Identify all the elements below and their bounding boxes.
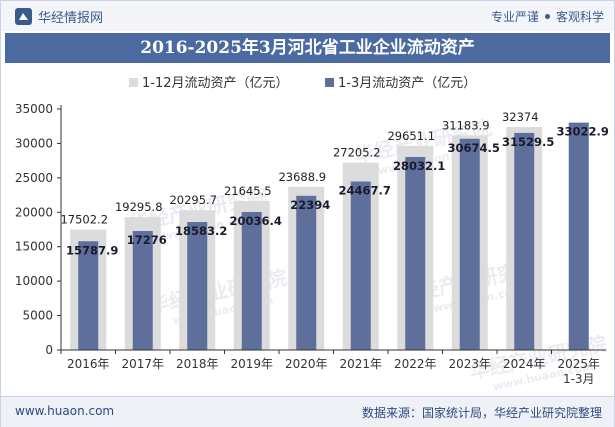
y-tick-label: 0: [45, 343, 53, 357]
footer-source: 数据来源：国家统计局，华经产业研究院整理: [361, 406, 602, 420]
x-tick-label-line: 2017年: [121, 357, 164, 371]
y-tick-label: 10000: [15, 274, 53, 288]
data-label-q1: 17276: [127, 233, 167, 247]
x-tick-label-line: 2025年: [557, 357, 600, 371]
x-tick-label-line: 2020年: [285, 357, 328, 371]
x-tick-label: 2021年: [339, 357, 382, 371]
data-label-annual: 21645.5: [224, 184, 272, 198]
y-tick-label: 20000: [15, 205, 53, 219]
tag-professional: 专业严谨: [490, 10, 539, 24]
bar-q1: [241, 212, 262, 350]
title-bar: 2016-2025年3月河北省工业企业流动资产: [5, 33, 610, 63]
data-label-annual: 27205.2: [333, 146, 381, 160]
data-label-q1: 24467.7: [339, 184, 391, 198]
x-tick-label: 2025年 1-3月: [557, 357, 600, 386]
legend-label-2: 1-3月流动资产（亿元）: [338, 76, 476, 91]
data-label-q1: 22394: [290, 198, 330, 212]
data-label-annual: 29651.1: [387, 129, 435, 143]
data-label-q1: 18583.2: [175, 224, 227, 238]
x-tick-label-line: 2019年: [230, 357, 273, 371]
bar-q1: [296, 195, 317, 350]
footer-website[interactable]: www.huaon.com: [15, 404, 115, 418]
y-tick-label: 30000: [15, 136, 53, 150]
data-label-q1: 33022.9: [557, 125, 609, 139]
y-tick-label: 35000: [15, 102, 53, 116]
bar-q1: [187, 222, 208, 350]
bar-q1: [459, 138, 480, 350]
x-tick-label-line: 2023年: [448, 357, 491, 371]
y-axis: 0 5000 10000 15000 20000 25000 30000 35000: [15, 102, 62, 357]
data-label-q1: 20036.4: [230, 214, 282, 228]
tag-separator-dot-icon: [544, 14, 550, 19]
x-tick-label: 2024年: [503, 357, 546, 371]
x-tick-label: 2016年: [67, 357, 110, 371]
y-tick-label: 5000: [22, 309, 53, 323]
x-tick-label-line: 2018年: [176, 357, 219, 371]
x-tick-label: 2023年: [448, 357, 491, 371]
tag-objective: 客观科学: [555, 10, 604, 24]
brand[interactable]: 华经情报网: [15, 7, 104, 26]
x-tick-label-line: 2024年: [503, 357, 546, 371]
legend-swatch-2: [325, 78, 334, 87]
top-bar: 华经情报网 专业严谨 客观科学: [1, 1, 614, 31]
legend-swatch-1: [129, 78, 138, 87]
data-label-q1: 30674.5: [448, 141, 500, 155]
legend: 1-12月流动资产（亿元） 1-3月流动资产（亿元）: [129, 76, 476, 91]
footer: www.huaon.com 数据来源：国家统计局，华经产业研究院整理: [1, 396, 614, 427]
bar-q1: [132, 231, 153, 350]
chart-title: 2016-2025年3月河北省工业企业流动资产: [140, 38, 475, 58]
x-tick-label-line: 2016年: [67, 357, 110, 371]
brand-logo-icon: [15, 7, 32, 25]
data-label-q1: 31529.5: [502, 135, 554, 149]
x-tick-label: 2020年: [285, 357, 328, 371]
x-tick-label-line: 1-3月: [563, 372, 595, 386]
x-tick-label: 2022年: [394, 357, 437, 371]
legend-label-1: 1-12月流动资产（亿元）: [142, 76, 289, 91]
data-label-annual: 31183.9: [442, 118, 490, 132]
bar-q1: [350, 181, 371, 350]
data-label-q1: 15787.9: [66, 243, 118, 257]
x-axis: 2016年 2017年 2018年 2019年 2020年 2021年 2022年 2023年…: [60, 349, 606, 386]
brand-name: 华经情报网: [38, 10, 104, 26]
data-label-annual: 32374: [502, 110, 539, 124]
data-label-annual: 23688.9: [278, 170, 326, 184]
bar-q1: [568, 122, 589, 351]
y-tick-label: 25000: [15, 171, 53, 185]
x-tick-label: 2018年: [176, 357, 219, 371]
data-label-annual: 19295.8: [115, 200, 163, 214]
data-label-annual: 17502.2: [60, 212, 108, 226]
slogan-tags: 专业严谨 客观科学: [491, 8, 604, 25]
x-tick-label: 2019年: [230, 357, 273, 371]
bar-q1: [405, 156, 426, 350]
data-label-annual: 20295.7: [169, 193, 217, 207]
bar-chart: 华经产业研究院www.huaon.com华经产业研究院www.huaon.com…: [15, 76, 609, 393]
bar-q1: [514, 132, 535, 350]
x-tick-label: 2017年: [121, 357, 164, 371]
bar-q1: [78, 241, 99, 350]
bars: 17502.2 15787.9 19295.8 17276 20295.7 18583.2…: [60, 110, 609, 351]
data-label-q1: 28032.1: [393, 159, 445, 173]
x-tick-label-line: 2022年: [394, 357, 437, 371]
x-tick-label-line: 2021年: [339, 357, 382, 371]
y-tick-label: 15000: [15, 240, 53, 254]
